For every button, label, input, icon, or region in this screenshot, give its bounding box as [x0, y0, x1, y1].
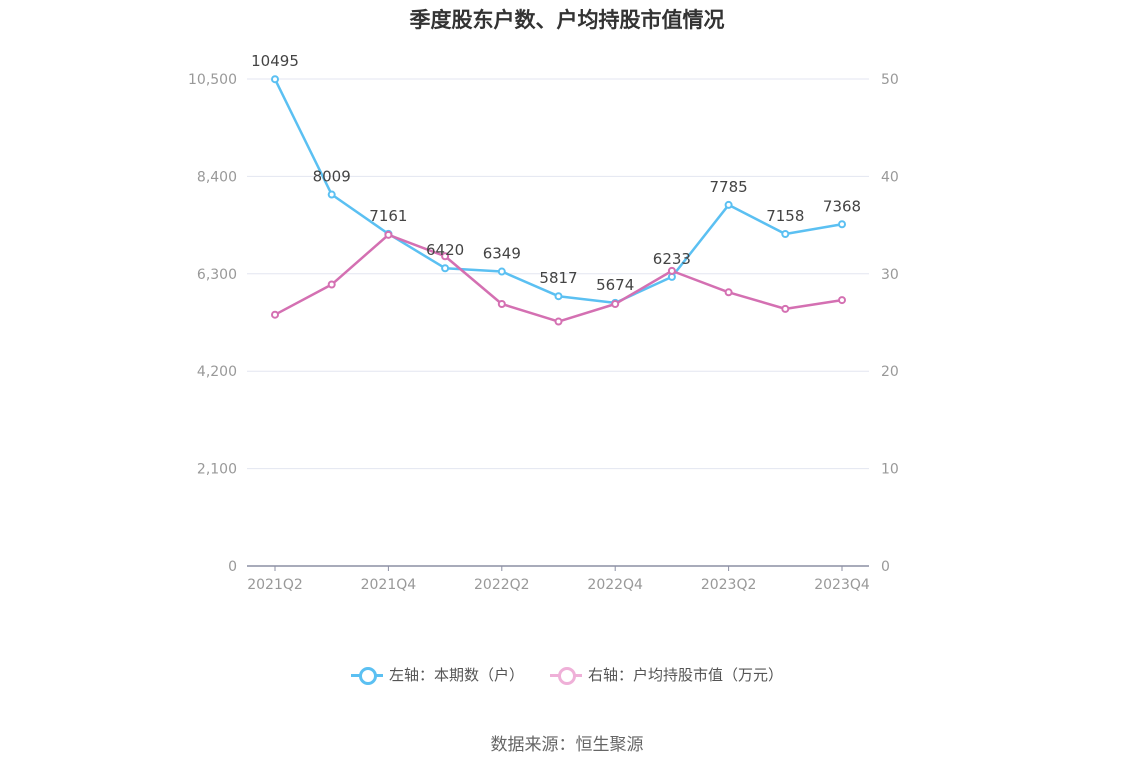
data-label: 6349: [483, 245, 521, 263]
data-label: 6420: [426, 241, 464, 259]
y-right-tick-label: 30: [881, 267, 899, 283]
y-left-tick-label: 10,500: [188, 72, 237, 88]
point-left: [327, 190, 336, 199]
point-left: [441, 264, 450, 273]
legend-label-right-axis: 右轴：户均持股市值（万元）: [588, 666, 784, 684]
y-right-tick-label: 10: [881, 462, 899, 478]
y-left-tick-label: 4,200: [197, 364, 237, 380]
y-left-tick-label: 8,400: [197, 169, 237, 185]
point-right: [441, 252, 450, 261]
legend-label-left-axis: 左轴：本期数（户）: [388, 666, 524, 684]
point-right: [724, 288, 733, 297]
point-left: [781, 230, 790, 239]
y-right-tick-label: 40: [881, 169, 899, 185]
y-right-tick-label: 20: [881, 364, 899, 380]
data-label: 8009: [313, 168, 351, 186]
data-label: 7158: [766, 207, 804, 225]
data-label: 7785: [710, 178, 748, 196]
x-tick-label: 2022Q2: [474, 577, 530, 593]
legend-swatch-pink: [550, 665, 582, 685]
data-label: 7161: [369, 207, 407, 225]
point-right: [554, 317, 563, 326]
data-source: 数据来源：恒生聚源: [490, 735, 644, 755]
y-right-tick-label: 0: [881, 559, 890, 575]
point-left: [497, 267, 506, 276]
point-right: [497, 299, 506, 308]
x-tick-label: 2021Q2: [247, 577, 303, 593]
x-tick-label: 2021Q4: [361, 577, 417, 593]
point-right: [384, 230, 393, 239]
y-right-tick-label: 50: [881, 72, 899, 88]
legend-item-right-axis[interactable]: 右轴：户均持股市值（万元）: [550, 664, 783, 685]
point-right: [781, 304, 790, 313]
point-left: [838, 220, 846, 229]
point-right: [838, 296, 846, 305]
point-right: [327, 280, 336, 289]
legend: 左轴：本期数（户） 右轴：户均持股市值（万元）: [0, 664, 1134, 685]
series: [271, 75, 846, 326]
point-left: [724, 200, 733, 209]
data-label: 7368: [823, 197, 861, 215]
y-left-tick-label: 2,100: [197, 462, 237, 478]
point-right: [611, 299, 620, 308]
point-left: [271, 75, 279, 84]
data-label: 10495: [251, 52, 299, 70]
data-label: 6233: [653, 250, 691, 268]
point-right: [271, 310, 279, 319]
grid-lines: [247, 78, 869, 470]
data-label: 5674: [596, 276, 634, 294]
data-label: 5817: [539, 269, 577, 287]
legend-item-left-axis[interactable]: 左轴：本期数（户）: [350, 664, 524, 685]
y-left-tick-label: 0: [228, 559, 237, 575]
y-left-tick-label: 6,300: [197, 267, 237, 283]
legend-swatch-blue: [350, 665, 383, 685]
chart-title: 季度股东户数、户均持股市值情况: [409, 8, 725, 32]
point-left: [554, 292, 563, 301]
data-labels: 10495 8009 7161 6420 6349 5817 5674 6233 7785 715…: [251, 52, 861, 294]
x-tick-label: 2023Q4: [814, 577, 870, 593]
axes: 0 0 2,100 10 4,200 20 6,300 30 8,400 40 10,500 50 20…: [188, 72, 899, 593]
point-right: [667, 266, 676, 275]
x-tick-label: 2023Q2: [701, 577, 757, 593]
x-tick-label: 2022Q4: [587, 577, 643, 593]
